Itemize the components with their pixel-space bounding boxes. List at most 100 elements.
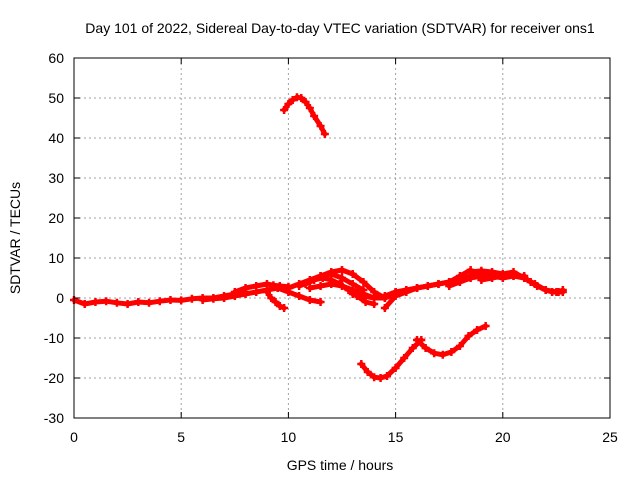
chart-title: Day 101 of 2022, Sidereal Day-to-day VTE… [85,20,595,36]
grid [74,58,610,418]
data-point [252,282,261,290]
data-point [498,272,507,280]
y-axis-label: SDTVAR / TECUs [7,182,23,294]
data-point [305,296,314,304]
data-point [209,294,218,303]
data-point [166,296,175,304]
data-point [295,292,304,300]
data-point [295,282,304,290]
y-tick-label: 0 [56,290,64,306]
data-point [402,286,411,294]
data-point [447,348,456,356]
data-point [400,354,409,362]
data-point [438,350,447,359]
y-tick-label: 60 [48,50,64,66]
data-point [554,288,563,296]
data-point [455,278,464,286]
x-tick-label: 0 [70,429,78,445]
data-point [123,300,132,308]
data-point [280,304,289,312]
data-point [477,276,486,284]
data-point [363,368,372,376]
data-point [370,294,379,302]
data-point [408,344,417,352]
data-point [434,280,443,288]
data-point [533,282,542,290]
data-point [357,360,366,368]
data-point [177,296,186,305]
data-point [91,298,100,306]
y-tick-label: -10 [44,330,64,346]
data-point [310,112,319,120]
data-point [327,280,336,288]
data-point [466,268,475,276]
series-arc-6 [281,94,328,137]
data-point [134,298,143,306]
data-point [338,266,346,274]
x-tick-label: 20 [495,429,511,445]
y-tick-label: 50 [48,90,64,106]
data-point [284,100,293,108]
data-point [526,278,535,286]
data-point [271,298,280,306]
y-tick-label: 40 [48,130,64,146]
data-point [284,284,293,292]
data-point [102,297,111,306]
data-point [380,294,389,302]
data-point [316,122,325,130]
axis-ticks: 0 5 10 15 20 25 -30 -20 -10 0 10 20 30 40 50 60 [44,50,618,445]
data-point [145,298,154,307]
data-point [267,294,276,302]
data-point [316,282,325,290]
x-axis-label: GPS time / hours [287,457,394,473]
plot-border [73,57,611,419]
data-point [198,296,207,304]
data-point [391,364,400,372]
data-point [241,284,250,292]
data-point [297,94,306,102]
data-point [481,322,490,330]
x-tick-label: 10 [281,429,297,445]
data-point [520,274,529,282]
x-tick-label: 25 [602,429,618,445]
y-tick-label: 20 [48,210,64,226]
y-tick-label: -30 [44,410,64,426]
data-point [80,300,89,308]
data-point [305,284,314,292]
data-series [70,93,567,382]
data-point [338,282,346,290]
data-point [359,292,368,300]
data-point [262,288,271,296]
data-point [423,282,432,290]
data-point [361,298,370,306]
data-point [541,286,550,294]
data-point [359,278,368,286]
data-point [327,268,336,276]
y-tick-label: 10 [48,250,64,266]
data-point [430,349,439,358]
data-point [280,106,289,114]
data-point [230,288,239,296]
data-point [477,266,486,275]
data-point [391,290,400,298]
y-tick-label: 30 [48,170,64,186]
data-point [275,302,284,310]
data-point [445,282,454,290]
data-point [383,372,392,380]
data-point [421,344,430,352]
data-point [187,294,196,303]
data-point [316,298,325,306]
data-point [310,276,319,284]
x-tick-label: 15 [388,429,404,445]
data-point [558,286,567,294]
data-point [413,284,422,292]
data-point [155,297,164,306]
data-point [338,274,346,282]
data-point [348,290,357,298]
y-tick-label: -20 [44,370,64,386]
data-point [488,274,497,282]
data-point [473,326,482,334]
data-point [301,98,310,106]
data-point [288,96,297,104]
